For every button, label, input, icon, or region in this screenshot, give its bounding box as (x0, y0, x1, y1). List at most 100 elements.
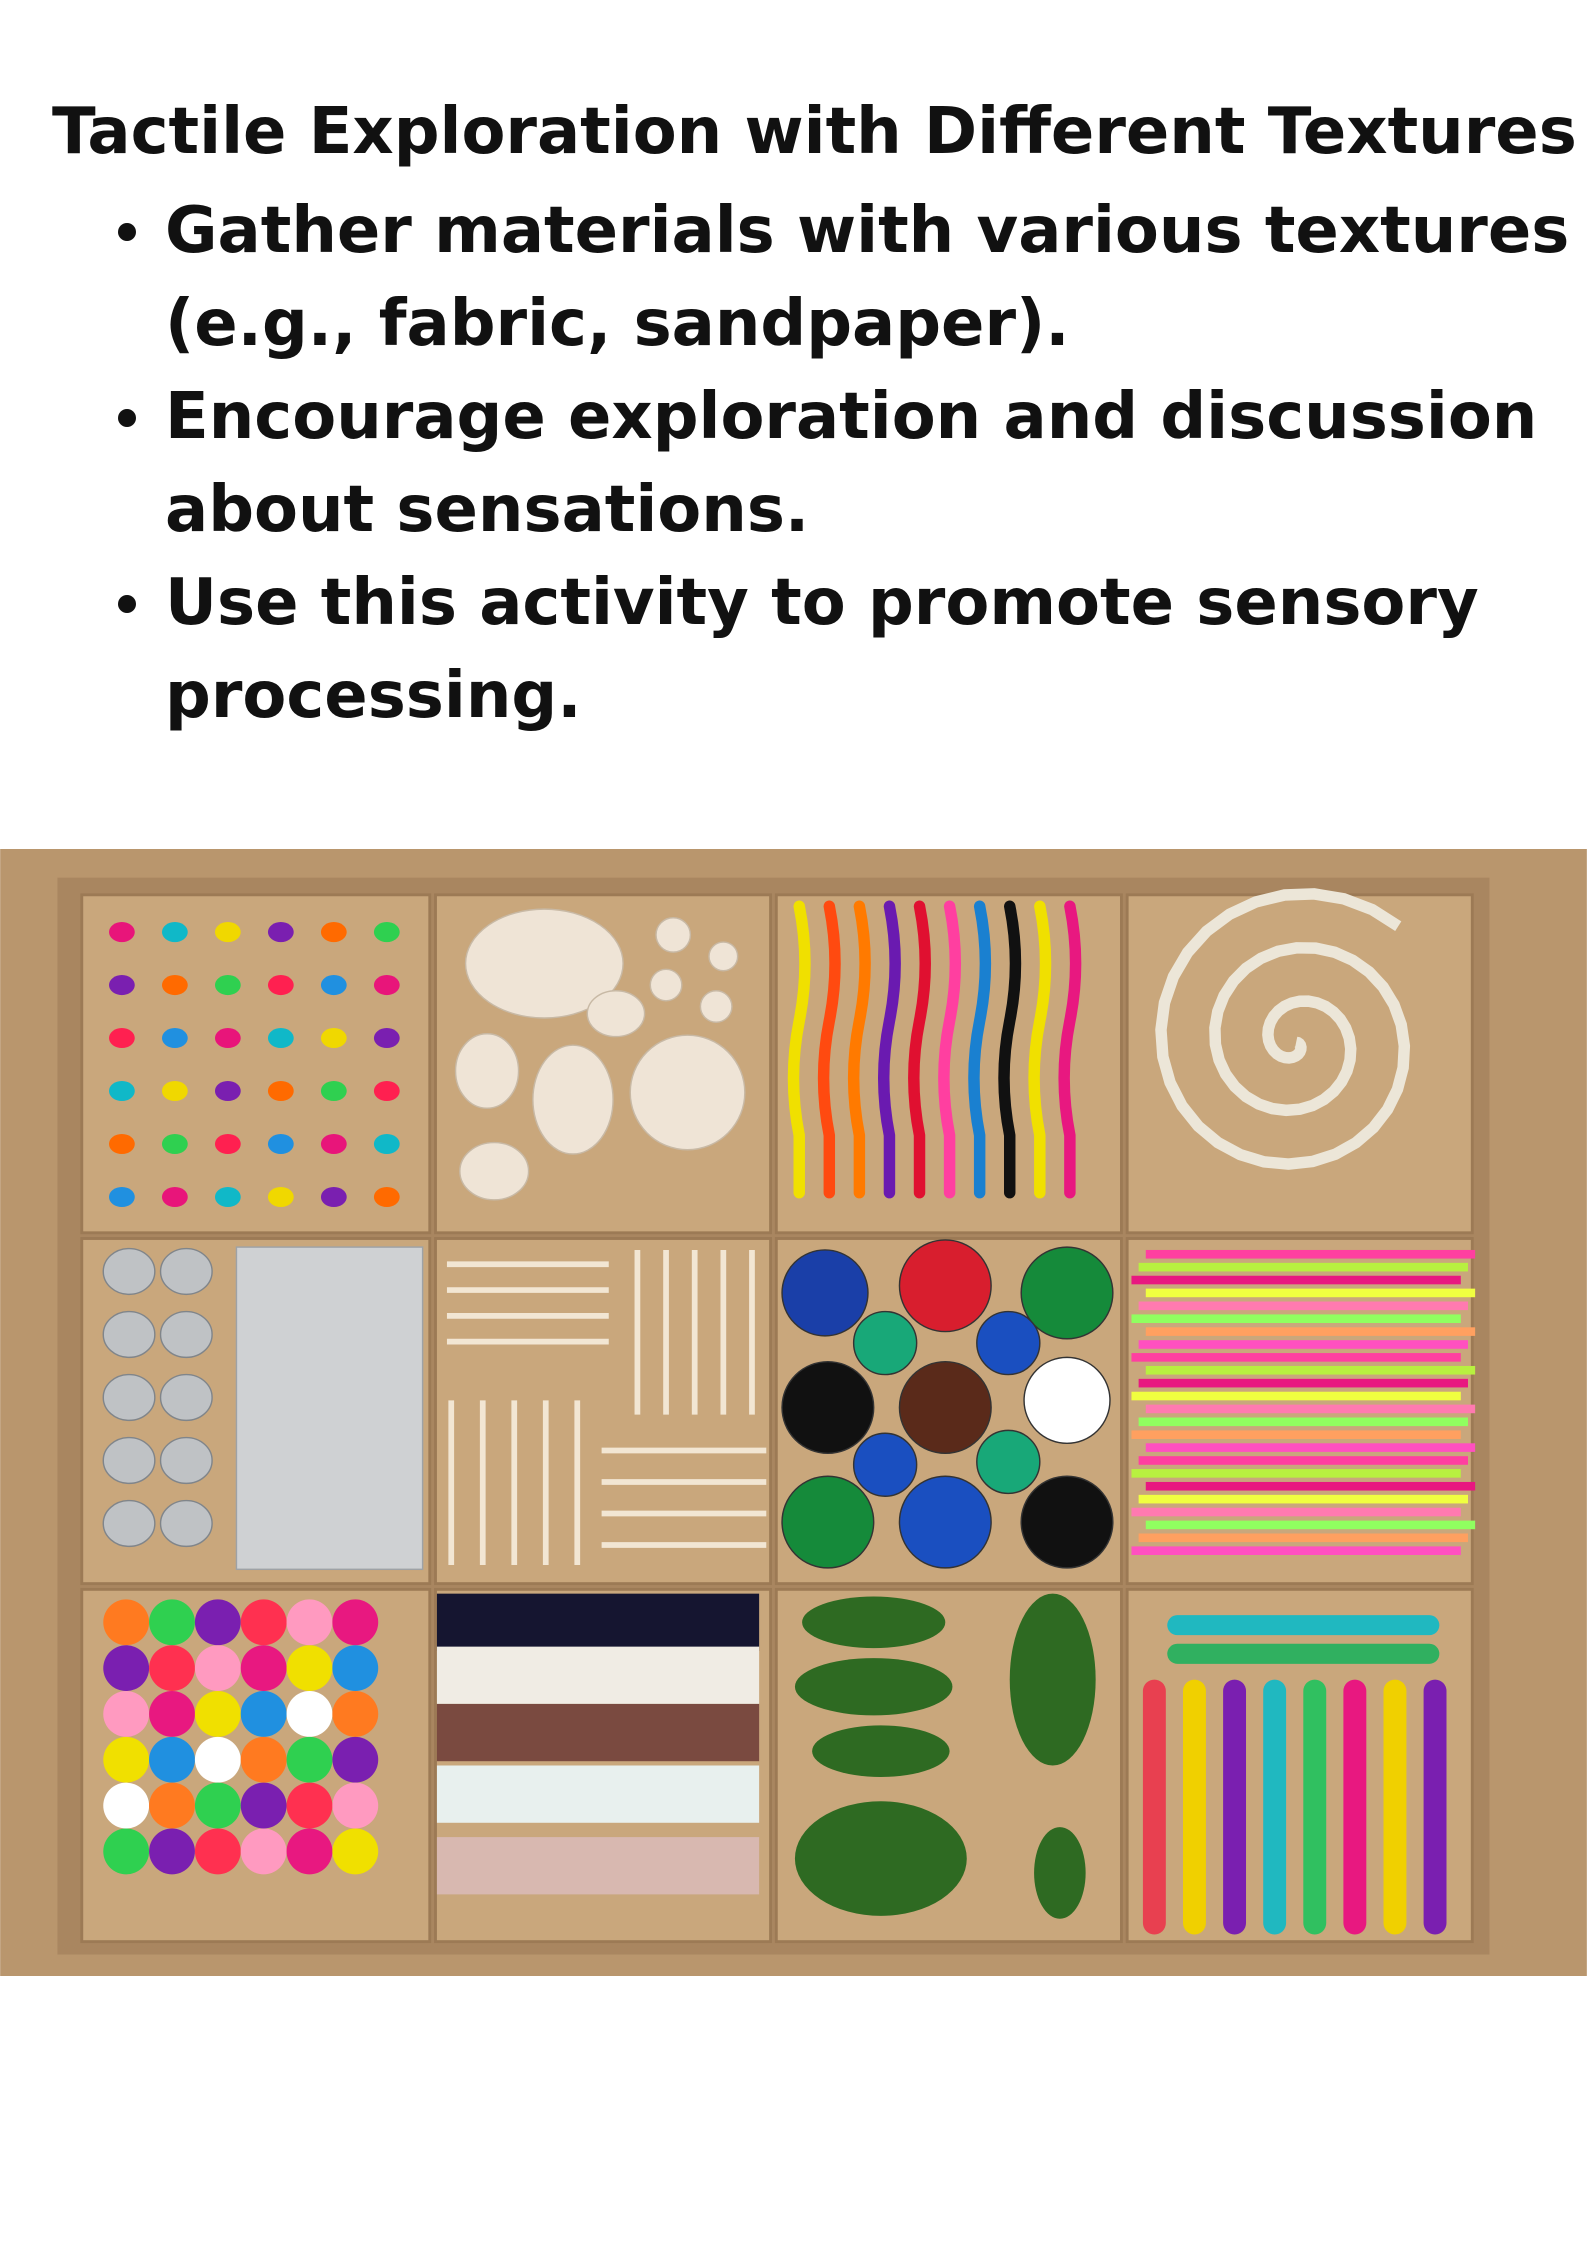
stone (320, 1028, 347, 1049)
stone (373, 1133, 400, 1155)
straw (1131, 1314, 1461, 1323)
fabric (436, 1837, 760, 1895)
stick (1167, 1643, 1440, 1664)
cap (1023, 1356, 1111, 1445)
bullet: Gather materials with various textures (… (118, 185, 1587, 371)
shell (464, 908, 624, 1019)
rope (1155, 888, 1411, 1170)
title: Tactile Exploration with Different Textu… (52, 95, 1577, 169)
stone (161, 1028, 188, 1049)
cap (852, 1432, 918, 1497)
stone (373, 922, 400, 943)
pom-pom (286, 1736, 333, 1783)
foil-ball (102, 1373, 156, 1422)
panel (434, 1237, 773, 1586)
stone (320, 1133, 347, 1155)
cap (898, 1239, 992, 1333)
stone (373, 1186, 400, 1208)
shell (655, 917, 692, 953)
stone (161, 922, 188, 943)
foil-ball (159, 1310, 213, 1359)
stone (320, 975, 347, 996)
stone (214, 975, 241, 996)
straw (1131, 1275, 1461, 1285)
fabric (436, 1765, 760, 1823)
pom-pom (240, 1782, 287, 1829)
pom-pom (194, 1691, 241, 1737)
foil-ball (102, 1247, 156, 1296)
panel (1125, 1587, 1474, 1944)
pom-pom (103, 1691, 150, 1737)
stone (161, 1186, 188, 1208)
stick (1183, 1679, 1206, 1935)
stone (108, 1080, 135, 1102)
straw (1131, 1546, 1461, 1555)
stone (214, 1080, 241, 1102)
stick (1343, 1679, 1367, 1935)
pipe-cleaner (878, 900, 901, 1199)
foil-ball (102, 1436, 156, 1485)
straw (1131, 1430, 1461, 1439)
cap (898, 1360, 992, 1455)
pom-pom (286, 1599, 333, 1646)
pipe-cleaner (938, 900, 961, 1199)
leaf (1034, 1827, 1086, 1919)
pipe-cleaner (787, 900, 811, 1199)
straw (1138, 1262, 1468, 1272)
fabric (436, 1593, 760, 1651)
shell (459, 1141, 530, 1201)
stone (214, 1133, 241, 1155)
straw (1138, 1494, 1468, 1504)
straw (1145, 1520, 1476, 1530)
stone (320, 922, 347, 943)
pipe-cleaner (847, 900, 871, 1199)
leaf (794, 1801, 967, 1916)
straw (1138, 1340, 1468, 1349)
stick (1223, 1679, 1247, 1935)
pom-pom (240, 1828, 287, 1875)
stone (108, 1186, 135, 1208)
straw (1145, 1481, 1476, 1491)
leaf (794, 1658, 953, 1716)
stone (267, 975, 294, 996)
pom-pom (286, 1782, 333, 1829)
straw (1138, 1417, 1468, 1427)
straw (1145, 1443, 1476, 1452)
stick (1303, 1679, 1327, 1935)
stone (108, 922, 135, 943)
cap (781, 1249, 869, 1337)
cap (852, 1310, 918, 1376)
pom-pom (149, 1782, 195, 1829)
pom-pom (332, 1691, 379, 1737)
straw (1131, 1469, 1461, 1478)
pom-pom (332, 1736, 379, 1783)
pom-pom (103, 1736, 150, 1783)
pom-pom (194, 1782, 241, 1829)
straw (1131, 1507, 1461, 1517)
stone (267, 1028, 294, 1049)
pipe-cleaner (908, 900, 931, 1199)
stone (214, 922, 241, 943)
pom-pom (103, 1782, 150, 1829)
stick (1263, 1679, 1287, 1935)
straw (1138, 1301, 1468, 1311)
stone (320, 1186, 347, 1208)
bullet: Encourage exploration and discussion abo… (118, 371, 1587, 557)
cap (976, 1429, 1041, 1495)
cap (781, 1360, 875, 1455)
stone (267, 1080, 294, 1102)
stone (161, 1133, 188, 1155)
leaf (812, 1725, 950, 1777)
stone (267, 1186, 294, 1208)
shell (708, 941, 739, 972)
pom-pom (103, 1828, 150, 1875)
straw (1145, 1249, 1476, 1259)
cap (1020, 1246, 1114, 1340)
foil-ball (159, 1499, 213, 1548)
stone (214, 1028, 241, 1049)
straw (1145, 1365, 1476, 1375)
pom-pom (332, 1828, 379, 1875)
pom-pom (286, 1645, 333, 1692)
shell (699, 990, 733, 1023)
